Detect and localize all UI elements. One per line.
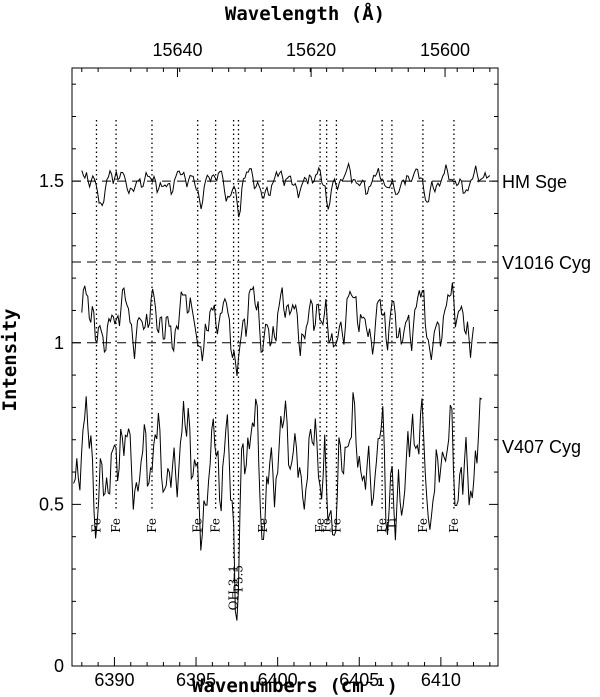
- series-line-1: [81, 282, 474, 376]
- y-tick-label: 0: [54, 656, 64, 676]
- y-tick-label: 0.5: [39, 494, 64, 514]
- marker-label: Fe: [209, 518, 223, 533]
- top-tick-label: 15620: [286, 40, 336, 60]
- y-axis-title: Intensity: [0, 309, 21, 412]
- marker-label: Fe: [145, 518, 159, 533]
- marker-label: Fe: [191, 518, 205, 533]
- series-line-2: [73, 392, 482, 621]
- x-tick-label: 6390: [94, 670, 134, 690]
- plot-frame: [71, 67, 499, 667]
- x-axis-title-bottom: Wavenumbers (cm⁻¹): [192, 675, 398, 697]
- x-tick-label: 6395: [176, 670, 216, 690]
- series-group: [73, 161, 491, 621]
- marker-label: Fe: [109, 518, 123, 533]
- series-label-0: HM Sge: [502, 172, 567, 192]
- marker-label: OH 3–1: [227, 565, 241, 610]
- marker-label: Fe: [416, 518, 430, 533]
- series-labels: HM Sge V1016 Cyg V407 Cyg: [502, 172, 591, 457]
- y-tick-label: 1: [54, 333, 64, 353]
- series-line-0: [81, 161, 491, 218]
- marker-label: Fe: [256, 518, 270, 533]
- x-tick-label: 6400: [258, 670, 298, 690]
- marker-label: Fe: [320, 518, 334, 533]
- x-axis-title-top: Wavelength (Å): [225, 1, 385, 25]
- y-tick-label: 1.5: [39, 171, 64, 191]
- series-label-1: V1016 Cyg: [502, 253, 591, 273]
- marker-label: Fe: [313, 518, 327, 533]
- x-tick-label: 6405: [339, 670, 379, 690]
- reference-lines: [72, 180, 498, 344]
- x-tick-label: 6410: [421, 670, 461, 690]
- marker-label: Fe: [447, 518, 461, 533]
- series-label-2: V407 Cyg: [502, 437, 581, 457]
- top-tick-label: 15600: [420, 40, 470, 60]
- axis-ticks: 6390 6395 6400 6405 6410 0 0.5 1 1.5 15640 15620 15…: [39, 40, 498, 690]
- top-tick-label: 15640: [152, 40, 202, 60]
